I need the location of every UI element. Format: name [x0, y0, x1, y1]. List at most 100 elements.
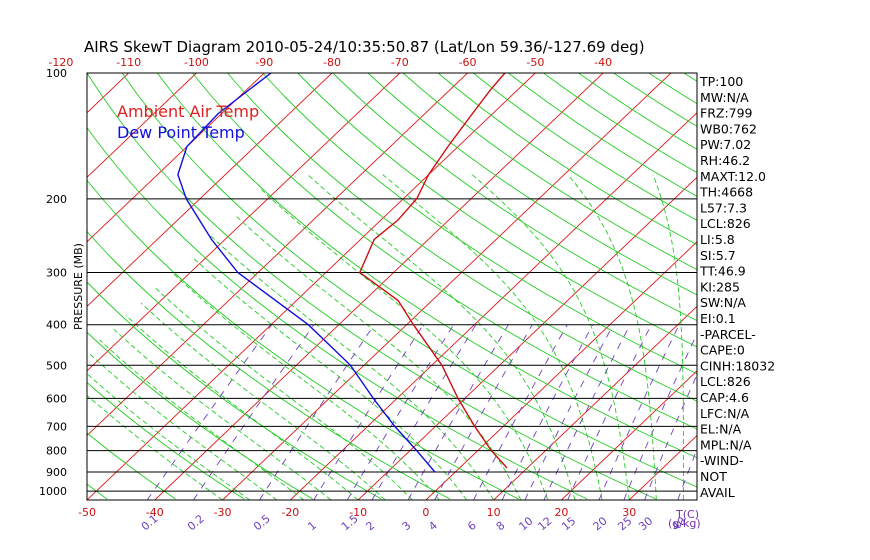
dry-adiabat [578, 73, 697, 150]
moist-adiabat [99, 339, 305, 500]
index-line: MAXT:12.0 [700, 169, 766, 184]
mixing-ratio-tick-label: 12 [535, 514, 554, 533]
mixing-ratio-line [473, 324, 568, 500]
index-line: CINH:18032 [700, 358, 775, 373]
mixing-ratio-tick-label: 6 [465, 519, 479, 533]
legend-dew-point-temp: Dew Point Temp [117, 123, 245, 142]
moist-adiabat [261, 189, 549, 500]
pressure-tick-label: 300 [46, 267, 67, 280]
index-line: -PARCEL- [700, 327, 756, 342]
top-tick-label: -120 [48, 56, 73, 69]
top-tick-label: -40 [594, 56, 612, 69]
bottom-tick-label: 10 [487, 506, 501, 519]
index-line: EL:N/A [700, 422, 742, 437]
series-line-dew-point-temp [177, 73, 436, 473]
top-tick-label: -50 [526, 56, 544, 69]
dry-adiabat [332, 73, 697, 322]
moist-adiabat [171, 272, 440, 500]
moist-adiabat [154, 286, 413, 500]
dry-adiabat [87, 126, 588, 500]
index-line: KI:285 [700, 279, 740, 294]
dry-adiabat [227, 73, 697, 402]
index-line: CAPE:0 [700, 343, 745, 358]
chart-title: AIRS SkewT Diagram 2010-05-24/10:35:50.8… [84, 38, 645, 56]
mixing-ratio-tick-label: 8 [494, 519, 508, 533]
dry-adiabat [297, 73, 697, 348]
dry-adiabat [87, 331, 313, 500]
mixing-ratio-line [259, 324, 375, 500]
moist-adiabat [87, 351, 278, 500]
y-axis-label: PRESSURE (MB) [72, 243, 85, 330]
mixing-ratio-tick-label: 30 [636, 514, 655, 533]
legend: Ambient Air Temp Dew Point Temp [117, 102, 259, 142]
mixing-ratio-line [407, 324, 509, 500]
top-tick-label: -70 [391, 56, 409, 69]
index-line: SI:5.7 [700, 248, 736, 263]
top-tick-label: -100 [184, 56, 209, 69]
mixing-ratio-line [371, 324, 477, 500]
pressure-tick-label: 900 [46, 466, 67, 479]
mixing-ratio-tick-label: 10 [516, 514, 535, 533]
stability-indices: TP:100MW:N/AFRZ:799WB0:762PW:7.02RH:46.2… [699, 74, 775, 500]
isotherm-line [87, 73, 197, 178]
isotherm-line [0, 73, 61, 500]
bottom-tick-label: -10 [349, 506, 367, 519]
index-line: SW:N/A [700, 295, 746, 310]
dry-adiabat [437, 73, 697, 246]
index-line: RH:46.2 [700, 153, 750, 168]
pressure-tick-label: 100 [46, 67, 67, 80]
mixing-ratio-line [346, 324, 454, 500]
dry-adiabat [473, 73, 697, 221]
mixing-ratio-tick-label: 3 [400, 519, 414, 533]
dry-adiabat [87, 281, 382, 500]
pressure-tick-label: 400 [46, 319, 67, 332]
dry-adiabat [121, 73, 697, 488]
dry-adiabat [648, 73, 697, 105]
index-line: MPL:N/A [700, 437, 752, 452]
moist-adiabat [87, 373, 250, 500]
plot-frame [86, 72, 698, 501]
isotherm-line [493, 305, 697, 500]
top-tick-label: -90 [255, 56, 273, 69]
pressure-tick-label: 600 [46, 392, 67, 405]
mixing-ratio-tick-label: 1 [305, 519, 319, 533]
dry-adiabat [87, 230, 451, 500]
moist-adiabat [125, 315, 359, 500]
dry-adiabat [192, 73, 697, 430]
index-line: TH:4668 [699, 185, 753, 200]
dry-adiabat [367, 73, 697, 296]
isotherm-line [425, 241, 697, 500]
mixing-ratio-tick-label: 2 [364, 519, 378, 533]
bottom-tick-label: 20 [554, 506, 568, 519]
bottom-tick-label: -50 [78, 506, 96, 519]
mixing-ratio-line [524, 324, 614, 500]
index-line: AVAIL [700, 485, 735, 500]
series-line-ambient-air-temp [358, 73, 508, 469]
index-line: TT:46.9 [699, 264, 746, 279]
mixing-ratio-tick-label: 0.5 [251, 512, 273, 533]
isotherm-line [87, 73, 536, 500]
index-line: EI:0.1 [700, 311, 736, 326]
moist-adiabat [765, 175, 819, 500]
mixing-ratio-tick-label: 4 [426, 519, 440, 533]
thermodynamic-grid [0, 73, 819, 500]
index-line: LCL:826 [700, 216, 751, 231]
top-temperature-ticks: -120 -110 -100 -90 -80 -70 -60 -50 -40 [48, 56, 612, 69]
pressure-tick-label: 200 [46, 193, 67, 206]
moist-adiabat [567, 174, 657, 500]
mixing-ratio-line [434, 324, 533, 500]
index-line: FRZ:799 [700, 106, 753, 121]
moist-adiabat [113, 328, 332, 500]
index-line: WB0:762 [700, 121, 757, 136]
isotherm-line [222, 73, 672, 500]
dry-adiabat [402, 73, 697, 271]
isotherm-line [87, 73, 333, 307]
pressure-tick-label: 700 [46, 420, 67, 433]
mixing-ratio-tick-label: 0.2 [185, 512, 207, 533]
mixing-ratio-line [598, 324, 680, 500]
top-tick-label: -110 [116, 56, 141, 69]
isotherm-line [87, 73, 468, 437]
dry-adiabat [87, 73, 656, 500]
isotherm-line [561, 370, 697, 500]
